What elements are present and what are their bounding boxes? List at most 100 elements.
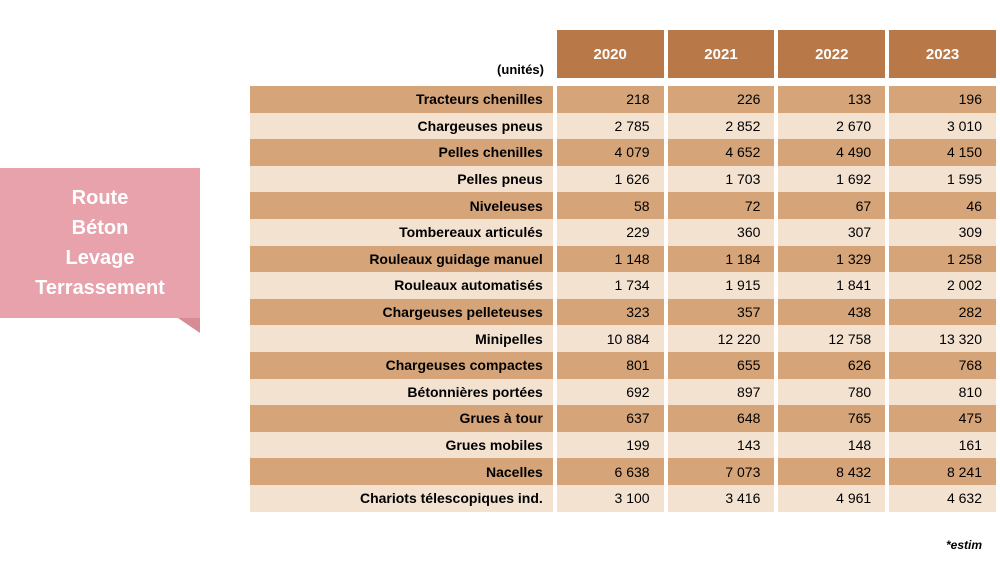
cell-value: 4 079 [557, 139, 664, 166]
cell-value: 4 632 [889, 485, 996, 512]
cell-value: 13 320 [889, 325, 996, 352]
row-label: Pelles chenilles [250, 139, 553, 166]
cell-value: 897 [668, 379, 775, 406]
cell-value: 8 432 [778, 458, 885, 485]
table-row: Rouleaux automatisés1 7341 9151 8412 002 [250, 272, 996, 299]
cell-value: 2 670 [778, 113, 885, 140]
row-label: Bétonnières portées [250, 379, 553, 406]
cell-value: 1 148 [557, 246, 664, 273]
cell-value: 4 961 [778, 485, 885, 512]
cell-value: 438 [778, 299, 885, 326]
cell-value: 1 595 [889, 166, 996, 193]
table-row: Tracteurs chenilles218226133196 [250, 86, 996, 113]
cell-value: 637 [557, 405, 664, 432]
row-label: Minipelles [250, 325, 553, 352]
table-row: Nacelles6 6387 0738 4328 241 [250, 458, 996, 485]
cell-value: 3 416 [668, 485, 775, 512]
cell-value: 1 626 [557, 166, 664, 193]
table-row: Pelles chenilles4 0794 6524 4904 150 [250, 139, 996, 166]
year-header: 2023 [889, 30, 996, 78]
cell-value: 4 150 [889, 139, 996, 166]
cell-value: 196 [889, 86, 996, 113]
cell-value: 8 241 [889, 458, 996, 485]
cell-value: 768 [889, 352, 996, 379]
footnote: *estim [946, 538, 982, 552]
note-line: Béton [72, 213, 129, 243]
cell-value: 161 [889, 432, 996, 459]
note-line: Levage [66, 243, 135, 273]
row-label: Chargeuses pneus [250, 113, 553, 140]
cell-value: 3 010 [889, 113, 996, 140]
cell-value: 10 884 [557, 325, 664, 352]
table-row: Tombereaux articulés229360307309 [250, 219, 996, 246]
table-row: Chariots télescopiques ind.3 1003 4164 9… [250, 485, 996, 512]
cell-value: 780 [778, 379, 885, 406]
cell-value: 655 [668, 352, 775, 379]
note-line: Route [72, 183, 129, 213]
row-label: Niveleuses [250, 192, 553, 219]
cell-value: 1 841 [778, 272, 885, 299]
cell-value: 282 [889, 299, 996, 326]
cell-value: 4 652 [668, 139, 775, 166]
table-row: Bétonnières portées692897780810 [250, 379, 996, 406]
category-note: Route Béton Levage Terrassement [0, 168, 200, 318]
cell-value: 307 [778, 219, 885, 246]
table-row: Chargeuses pneus2 7852 8522 6703 010 [250, 113, 996, 140]
equipment-table: 2020202120222023 Tracteurs chenilles21822… [246, 30, 1000, 512]
table-row: Chargeuses pelleteuses323357438282 [250, 299, 996, 326]
cell-value: 2 002 [889, 272, 996, 299]
table-row: Niveleuses58726746 [250, 192, 996, 219]
year-header: 2021 [668, 30, 775, 78]
cell-value: 1 734 [557, 272, 664, 299]
cell-value: 58 [557, 192, 664, 219]
cell-value: 1 184 [668, 246, 775, 273]
year-header: 2022 [778, 30, 885, 78]
table-row: Rouleaux guidage manuel1 1481 1841 3291 … [250, 246, 996, 273]
cell-value: 3 100 [557, 485, 664, 512]
cell-value: 218 [557, 86, 664, 113]
row-label: Tracteurs chenilles [250, 86, 553, 113]
row-label: Rouleaux automatisés [250, 272, 553, 299]
table-row: Grues à tour637648765475 [250, 405, 996, 432]
row-label: Chargeuses compactes [250, 352, 553, 379]
cell-value: 648 [668, 405, 775, 432]
cell-value: 1 915 [668, 272, 775, 299]
row-label: Chargeuses pelleteuses [250, 299, 553, 326]
cell-value: 4 490 [778, 139, 885, 166]
table-row: Pelles pneus1 6261 7031 6921 595 [250, 166, 996, 193]
note-line: Terrassement [35, 273, 165, 303]
table-row: Chargeuses compactes801655626768 [250, 352, 996, 379]
cell-value: 72 [668, 192, 775, 219]
cell-value: 1 703 [668, 166, 775, 193]
cell-value: 2 785 [557, 113, 664, 140]
row-label: Chariots télescopiques ind. [250, 485, 553, 512]
cell-value: 148 [778, 432, 885, 459]
cell-value: 765 [778, 405, 885, 432]
row-label: Rouleaux guidage manuel [250, 246, 553, 273]
table-row: Grues mobiles199143148161 [250, 432, 996, 459]
table-row: Minipelles10 88412 22012 75813 320 [250, 325, 996, 352]
cell-value: 1 329 [778, 246, 885, 273]
cell-value: 475 [889, 405, 996, 432]
cell-value: 801 [557, 352, 664, 379]
cell-value: 67 [778, 192, 885, 219]
cell-value: 7 073 [668, 458, 775, 485]
cell-value: 1 692 [778, 166, 885, 193]
cell-value: 6 638 [557, 458, 664, 485]
cell-value: 323 [557, 299, 664, 326]
row-label: Tombereaux articulés [250, 219, 553, 246]
cell-value: 2 852 [668, 113, 775, 140]
cell-value: 46 [889, 192, 996, 219]
cell-value: 226 [668, 86, 775, 113]
cell-value: 143 [668, 432, 775, 459]
year-header: 2020 [557, 30, 664, 78]
cell-value: 810 [889, 379, 996, 406]
cell-value: 357 [668, 299, 775, 326]
cell-value: 1 258 [889, 246, 996, 273]
note-fold-icon [178, 318, 200, 333]
row-label: Grues mobiles [250, 432, 553, 459]
cell-value: 199 [557, 432, 664, 459]
cell-value: 12 758 [778, 325, 885, 352]
cell-value: 309 [889, 219, 996, 246]
cell-value: 360 [668, 219, 775, 246]
